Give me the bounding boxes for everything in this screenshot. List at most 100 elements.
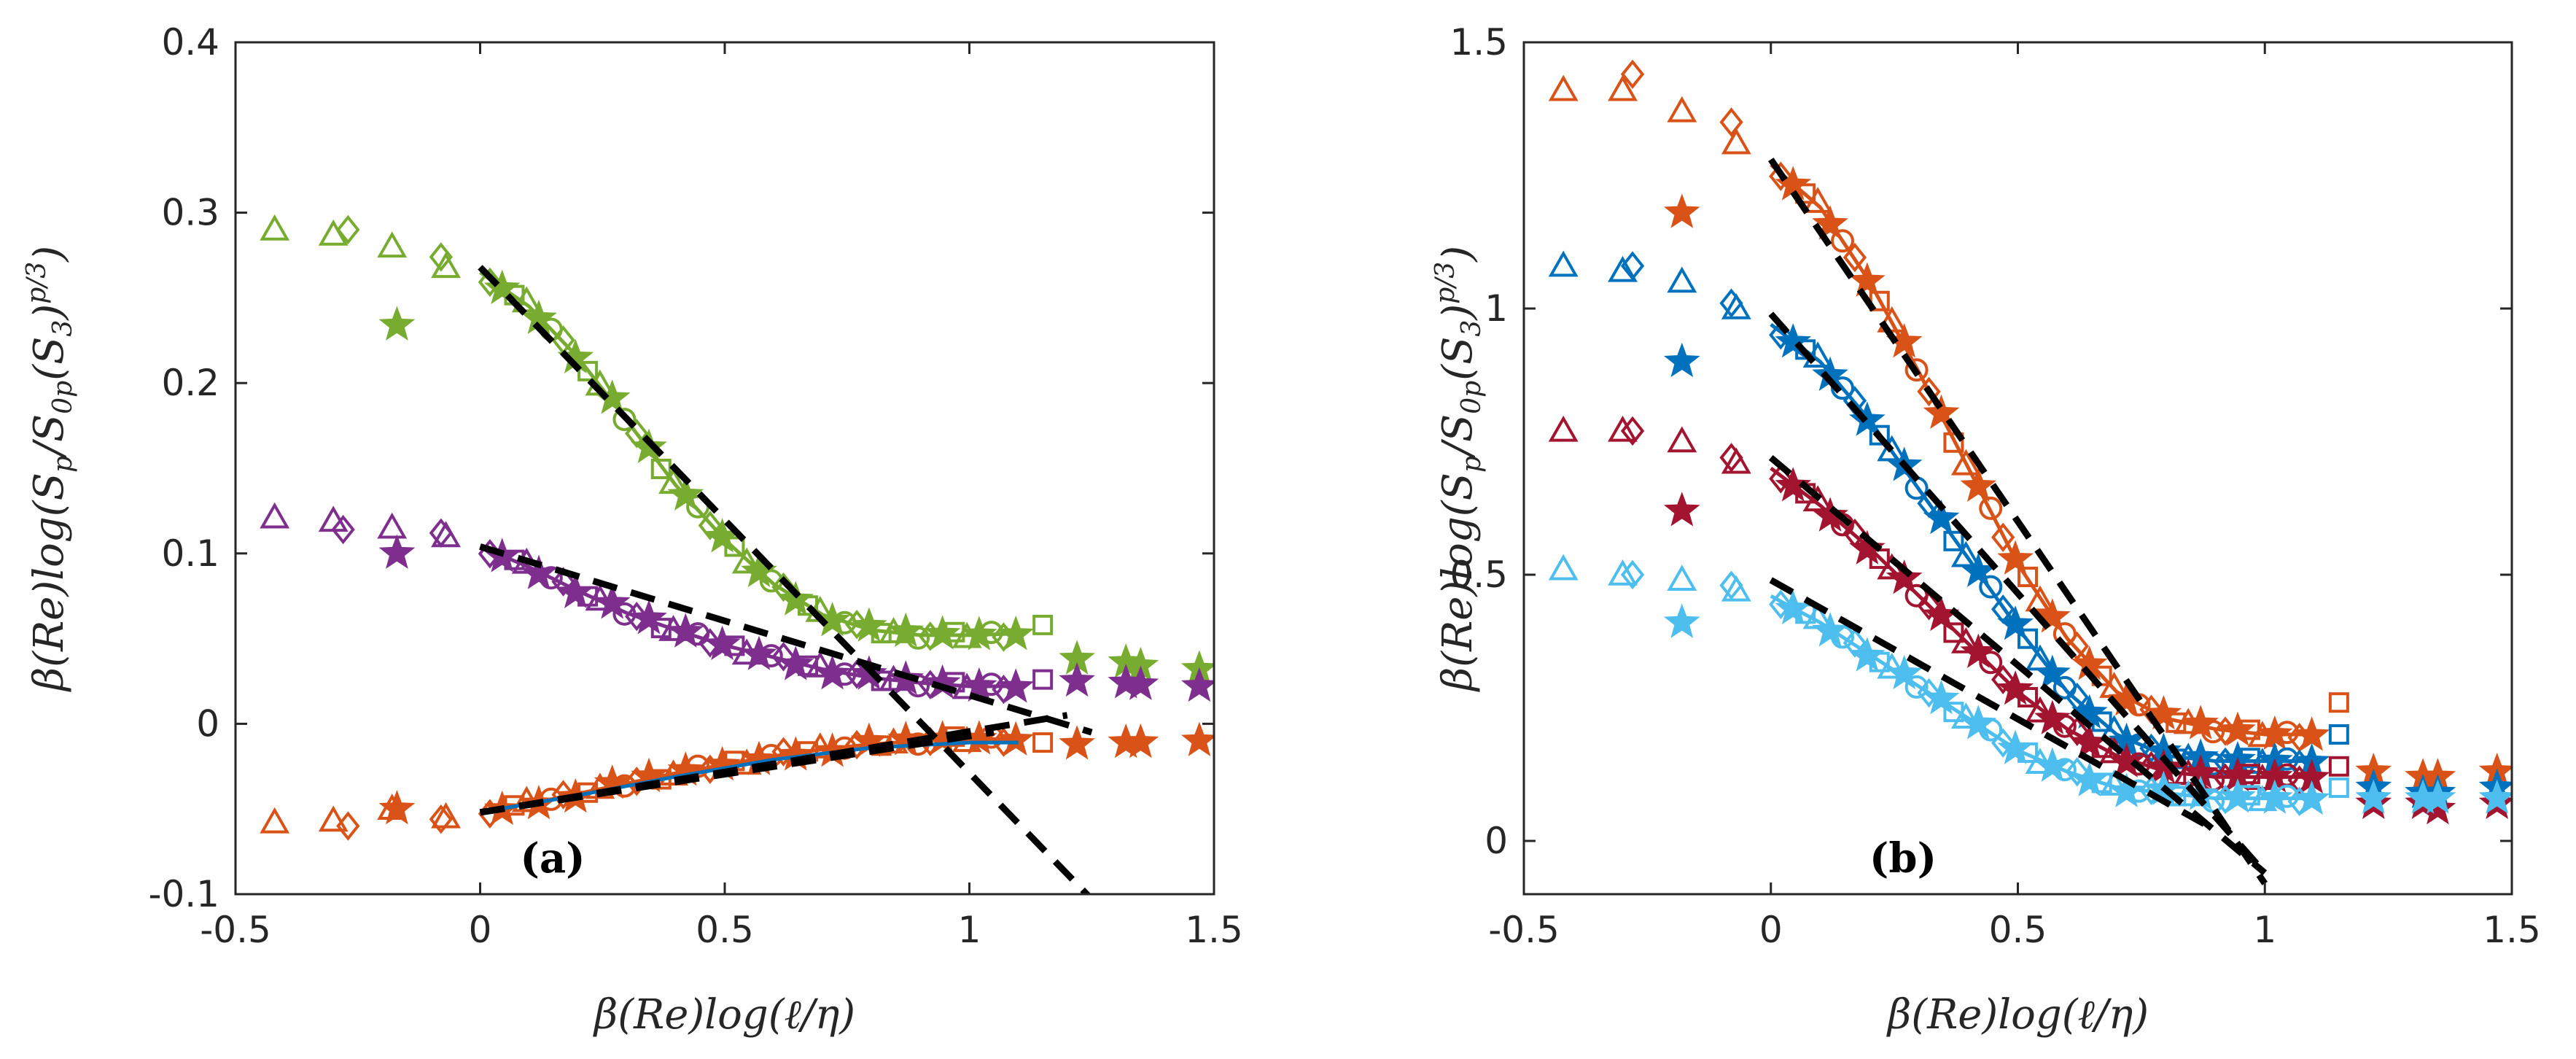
panel-b-orange-collapse-point — [2219, 711, 2256, 746]
panel-b-light-blue-collapse-point — [1886, 654, 1923, 690]
panel-a-orange-point-diamond — [336, 811, 360, 841]
panel-a-orange-tail-star — [1180, 721, 1214, 756]
panel-a-x-tick-label: 0.5 — [696, 909, 754, 951]
panel-b-light-blue-collapse-point — [1991, 728, 2015, 758]
panel-a-series-group — [260, 214, 1214, 894]
panel-a-green-point-triangle — [431, 252, 461, 279]
panel-b-orange-collapse-point — [1917, 376, 1941, 407]
panel-b-orange-fit-line — [1768, 158, 2268, 885]
panel-a-green-collapse-point — [731, 547, 762, 574]
panel-b-orange-collapse-point — [2256, 715, 2293, 750]
panel-a-x-tick-label: 1 — [958, 909, 981, 951]
panel-b-ticks: -0.5 0 0.5 1 1.5 0 0.5 1 1.5 — [1450, 21, 2540, 951]
panel-a-green-fit-line — [478, 265, 1092, 894]
panel-a-purple-collapse-point — [924, 664, 961, 699]
panel-a-purple-point-star — [378, 534, 416, 569]
panel-a-purple-tail-star — [1059, 662, 1095, 697]
panel-b-light-blue-collapse-point — [1904, 675, 1929, 699]
panel-b-crimson-collapse-point — [2017, 687, 2039, 708]
panel-b-blue-tail-square — [2328, 724, 2349, 745]
panel-b-crimson-collapse-point — [1979, 651, 2003, 675]
panel-b-orange-collapse-point — [1991, 522, 2015, 552]
panel-a-y-tick-label: 0.3 — [161, 192, 219, 234]
panel-b-crimson-collapse-point — [1991, 664, 2015, 694]
panel-a-purple-collapse-point — [631, 600, 667, 635]
panel-a-purple-point-triangle — [377, 512, 408, 539]
panel-a-orange-point-star — [378, 790, 416, 825]
panel-a-green-collapse-point — [887, 612, 925, 648]
panel-b-crimson-point-diamond — [1620, 416, 1645, 446]
panel-b-blue-collapse-point — [1979, 575, 2003, 599]
panel-b-light-blue-collapse-point — [2017, 742, 2039, 763]
panel-b-orange-point-triangle — [1667, 96, 1697, 123]
panel-a-orange-collapse-point — [771, 737, 795, 767]
panel-b-blue-collapse-point — [1869, 424, 1890, 446]
panel-a-purple-tail-star — [1180, 667, 1214, 702]
panel-b-orange-collapse-point — [1802, 187, 1833, 213]
panel-b-blue-point-star — [1663, 342, 1700, 378]
panel-a-green-point-triangle — [260, 214, 290, 241]
panel-b-crimson-point-triangle — [1548, 415, 1579, 442]
panel-b-orange-collapse-point — [1943, 432, 1964, 453]
panel-a-green-collapse-point — [478, 267, 502, 298]
panel-b-light-blue-fit-line — [1769, 577, 2217, 834]
panel-a-purple-tail-star — [1122, 665, 1159, 700]
panel-a-x-axis-label: β(Re)log(ℓ/η) — [593, 991, 855, 1039]
panel-b-light-blue-collapse-point — [1877, 652, 1907, 679]
panel-b-orange-collapse-point — [2034, 598, 2071, 633]
panel-b-blue-collapse-point — [2017, 628, 2039, 649]
panel-b-y-tick-label: 0 — [1484, 820, 1508, 862]
panel-a-green-collapse-point — [979, 621, 1003, 645]
panel-b-crimson-tail-square — [2328, 756, 2349, 777]
panel-b-orange-tail-square — [2328, 692, 2349, 713]
panel-b-blue-point-triangle — [1548, 250, 1579, 277]
panel-b-crimson-collapse-point — [1775, 467, 1812, 502]
panel-a-orange-point-diamond — [429, 804, 453, 834]
panel-b-crimson-collapse-point — [1917, 591, 1941, 621]
panel-b-y-tick-label: 0.5 — [1450, 554, 1508, 596]
panel-b-orange-collapse-point — [1997, 540, 2034, 575]
panel-b-crimson-collapse-point — [2034, 699, 2071, 734]
panel-b-light-blue-point-triangle — [1608, 559, 1638, 586]
panel-b-blue-fit-line — [1768, 311, 2268, 875]
panel-a-x-tick-label: -0.5 — [200, 909, 271, 951]
panel-a-green-collapse-point — [698, 511, 723, 540]
panel-a-green-collapse-point — [483, 269, 521, 304]
panel-b-crimson-point-triangle — [1667, 426, 1697, 453]
panel-b-blue-collapse-point — [2139, 733, 2163, 764]
panel-a-purple-collapse-point — [759, 644, 783, 668]
panel-b-light-blue-point-triangle — [1667, 565, 1697, 591]
panel-b-light-blue-collapse-point — [1769, 589, 1793, 619]
panel-a-green-point-triangle — [377, 231, 408, 258]
panel-b-series-orange — [1548, 59, 2512, 793]
panel-b-light-blue-collapse-point — [1842, 628, 1867, 658]
panel-a-purple-collapse-point — [594, 584, 631, 619]
panel-a-purple-collapse-point — [704, 625, 741, 661]
panel-b-orange-point-diamond — [1620, 59, 1645, 90]
panel-a-y-tick-label: 0.2 — [161, 362, 219, 404]
panel-a-y-axis-label: β(Re)log(Sp/S0p(S3)p/3) — [22, 246, 78, 692]
panel-b-orange-collapse-point — [2201, 720, 2225, 744]
panel-b-orange-collapse-point — [2182, 705, 2219, 740]
panel-b-light-blue-point-star — [1663, 603, 1700, 638]
panel-b-crimson-collapse-point — [1950, 627, 1981, 653]
panel-a-purple-collapse-point — [833, 662, 857, 686]
panel-b-light-blue-tail-star — [2355, 779, 2392, 814]
panel-b-blue-collapse-point — [2034, 654, 2071, 689]
panel-b-blue-point-triangle — [1721, 292, 1751, 319]
panel-b-orange-collapse-point — [2025, 585, 2055, 612]
panel-b-crimson-point-star — [1663, 492, 1700, 527]
panel-a-purple-fit-line — [479, 543, 1093, 736]
panel-a-purple-collapse-point — [997, 668, 1035, 703]
panel-b-orange-collapse-point — [1979, 496, 2003, 520]
panel-b-orange-collapse-point — [1904, 358, 1929, 382]
panel-b-series-group — [1548, 59, 2512, 885]
panel-b-light-blue-collapse-point — [1848, 637, 1886, 672]
panel-a-orange-collapse-point — [551, 780, 575, 810]
panel-a-green-point-star — [378, 306, 416, 341]
panel-a-series-purple — [260, 502, 1214, 705]
panel-b-orange-collapse-point — [1950, 449, 1981, 476]
panel-a-y-tick-label: 0.4 — [161, 21, 219, 63]
panel-a-y-tick-label: -0.1 — [148, 873, 219, 915]
panel-a-purple-collapse-point — [814, 655, 851, 690]
